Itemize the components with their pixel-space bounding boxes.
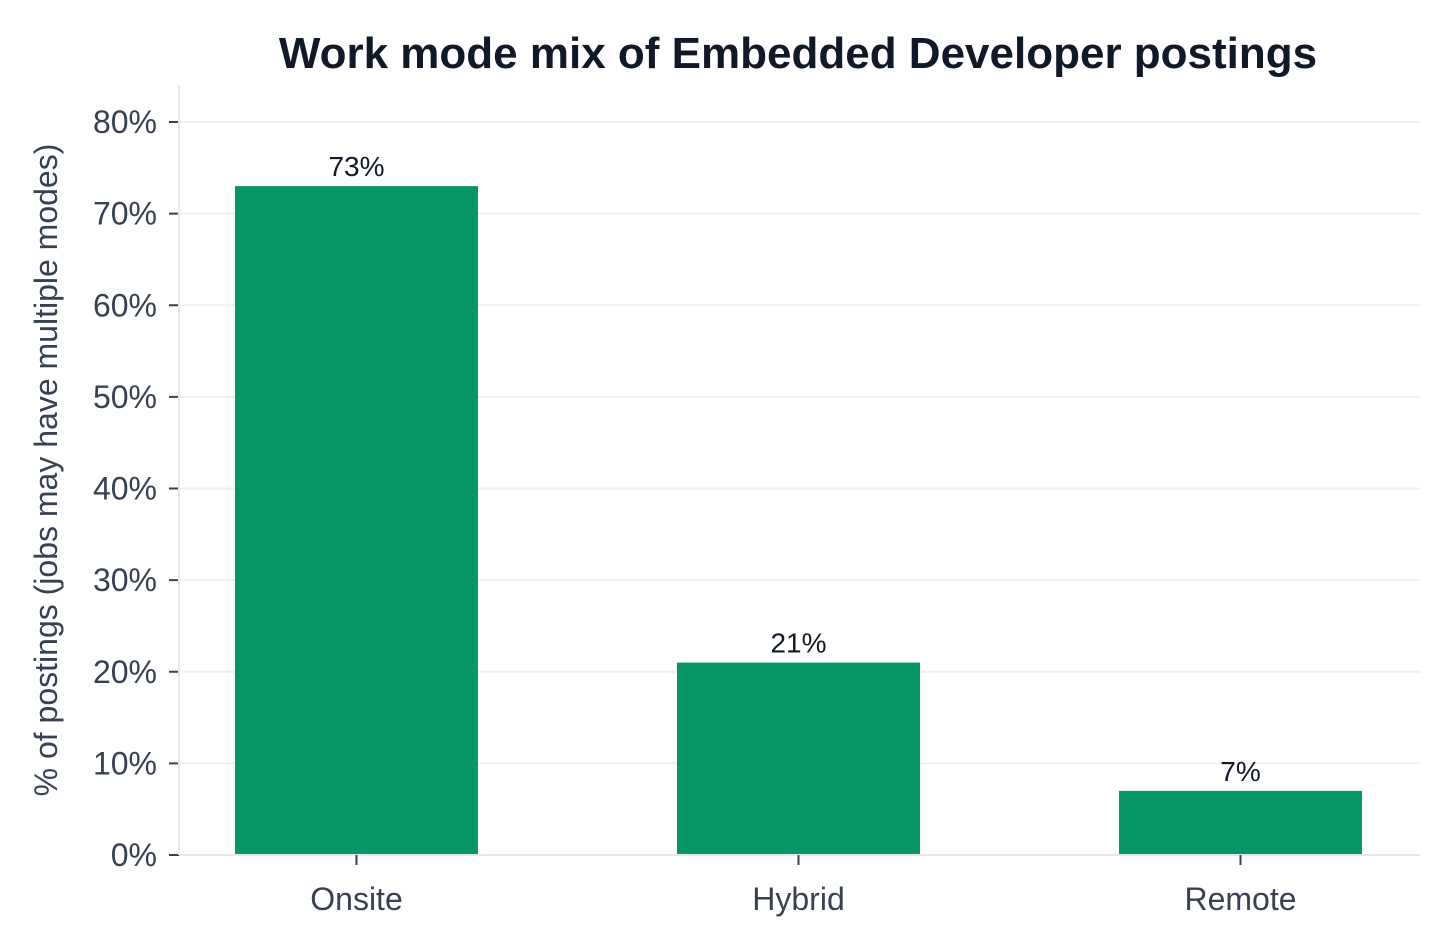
chart-title: Work mode mix of Embedded Developer post… [279, 29, 1317, 78]
axes [169, 85, 1420, 865]
y-tick-label: 80% [93, 104, 157, 140]
y-axis-label: % of postings (jobs may have multiple mo… [28, 144, 64, 797]
x-tick-label-onsite: Onsite [310, 881, 402, 917]
data-label-hybrid: 21% [770, 628, 826, 659]
bar-remote [1119, 790, 1362, 855]
x-tick-label-remote: Remote [1184, 881, 1296, 917]
y-tick-label: 70% [93, 196, 157, 232]
y-tick-label: 30% [93, 562, 157, 598]
data-label-remote: 7% [1220, 756, 1260, 787]
y-tick-label: 0% [111, 837, 157, 873]
y-tick-label: 50% [93, 379, 157, 415]
y-tick-label: 20% [93, 654, 157, 690]
bar-hybrid [677, 662, 920, 855]
data-label-onsite: 73% [328, 151, 384, 182]
y-tick-label: 60% [93, 287, 157, 323]
bar-onsite [235, 186, 478, 855]
y-tick-label: 40% [93, 471, 157, 507]
x-tick-label-hybrid: Hybrid [752, 881, 844, 917]
tick-labels: 0% 10% 20% 30% 40% 50% 60% 70% 80% Onsite Hybrid Re… [93, 104, 1297, 917]
bars [235, 186, 1362, 855]
data-labels: 73% 21% 7% [328, 151, 1260, 787]
y-tick-label: 10% [93, 745, 157, 781]
